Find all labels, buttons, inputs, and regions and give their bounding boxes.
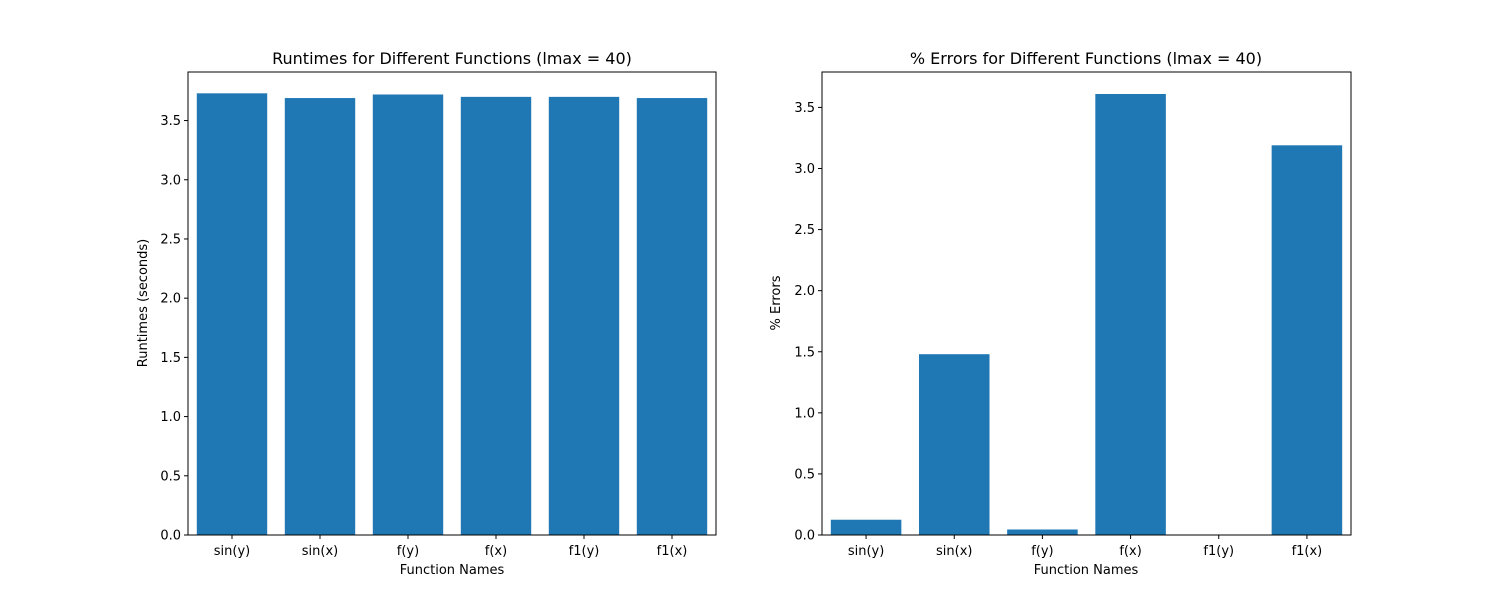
runtimes-x-axis-label: Function Names (400, 563, 505, 578)
errors-x-ticks: sin(y) sin(x) f(y) f(x) f1(y) f1(x) (848, 535, 1322, 559)
runtimes-y-axis-label: Runtimes (seconds) (136, 239, 151, 367)
runtimes-y-ticks: 0.0 0.5 1.0 1.5 2.0 2.5 3.0 3.5 (160, 114, 188, 544)
errors-x-tick-label-1: sin(y) (848, 544, 884, 559)
runtimes-x-tick-label-1: sin(y) (214, 544, 250, 559)
runtimes-x-tick-label-4: f(x) (485, 544, 507, 559)
runtimes-bars (196, 93, 708, 535)
runtimes-y-tick-label-6: 2.5 (160, 232, 181, 247)
errors-x-tick-label-5: f1(y) (1203, 544, 1234, 559)
runtimes-x-tick-label-6: f1(x) (657, 544, 688, 559)
runtimes-y-tick-label-8: 3.5 (160, 114, 181, 129)
errors-chart-title: % Errors for Different Functions (lmax =… (910, 49, 1262, 68)
runtimes-x-tick-label-3: f(y) (397, 544, 419, 559)
errors-bar-2 (918, 354, 990, 535)
errors-y-tick-label-4: 1.5 (794, 345, 815, 360)
errors-y-tick-label-3: 1.0 (794, 406, 815, 421)
errors-bar-1 (830, 519, 902, 535)
errors-x-tick-label-2: sin(x) (936, 544, 972, 559)
runtimes-y-tick-label-1: 0.0 (160, 529, 181, 544)
errors-y-tick-label-5: 2.0 (794, 284, 815, 299)
errors-bars (830, 93, 1343, 536)
runtimes-x-ticks: sin(y) sin(x) f(y) f(x) f1(y) f1(x) (214, 535, 688, 559)
errors-x-tick-label-4: f(x) (1119, 544, 1141, 559)
errors-y-axis-label: % Errors (769, 275, 784, 330)
runtimes-y-tick-label-5: 2.0 (160, 292, 181, 307)
errors-x-tick-label-3: f(y) (1031, 544, 1053, 559)
runtimes-bar-3 (372, 94, 444, 535)
errors-plot-frame (821, 71, 1352, 536)
runtimes-bar-2 (284, 98, 356, 535)
errors-bar-4 (1095, 93, 1166, 536)
errors-bar-6 (1271, 145, 1343, 535)
errors-chart: % Errors for Different Functions (lmax =… (769, 49, 1352, 578)
runtimes-chart-title: Runtimes for Different Functions (lmax =… (272, 49, 632, 68)
runtimes-x-tick-label-2: sin(x) (302, 544, 338, 559)
errors-bar-3 (1007, 529, 1078, 535)
runtimes-chart: Runtimes for Different Functions (lmax =… (136, 49, 717, 578)
runtimes-bar-4 (460, 96, 532, 535)
runtimes-bar-1 (196, 93, 268, 535)
errors-y-tick-label-2: 0.5 (794, 467, 815, 482)
runtimes-y-tick-label-2: 0.5 (160, 469, 181, 484)
errors-y-tick-label-8: 3.5 (794, 101, 815, 116)
runtimes-y-tick-label-7: 3.0 (160, 173, 181, 188)
errors-x-axis-label: Function Names (1034, 563, 1139, 578)
runtimes-y-tick-label-3: 1.0 (160, 410, 181, 425)
runtimes-bar-6 (636, 98, 708, 535)
errors-y-tick-label-1: 0.0 (794, 529, 815, 544)
errors-y-tick-label-6: 2.5 (794, 223, 815, 238)
runtimes-bar-5 (548, 96, 620, 535)
errors-y-ticks: 0.0 0.5 1.0 1.5 2.0 2.5 3.0 3.5 (794, 101, 822, 544)
errors-x-tick-label-6: f1(x) (1292, 544, 1323, 559)
runtimes-y-tick-label-4: 1.5 (160, 351, 181, 366)
runtimes-plot-frame (187, 71, 717, 536)
runtimes-x-tick-label-5: f1(y) (569, 544, 600, 559)
errors-y-tick-label-7: 3.0 (794, 162, 815, 177)
